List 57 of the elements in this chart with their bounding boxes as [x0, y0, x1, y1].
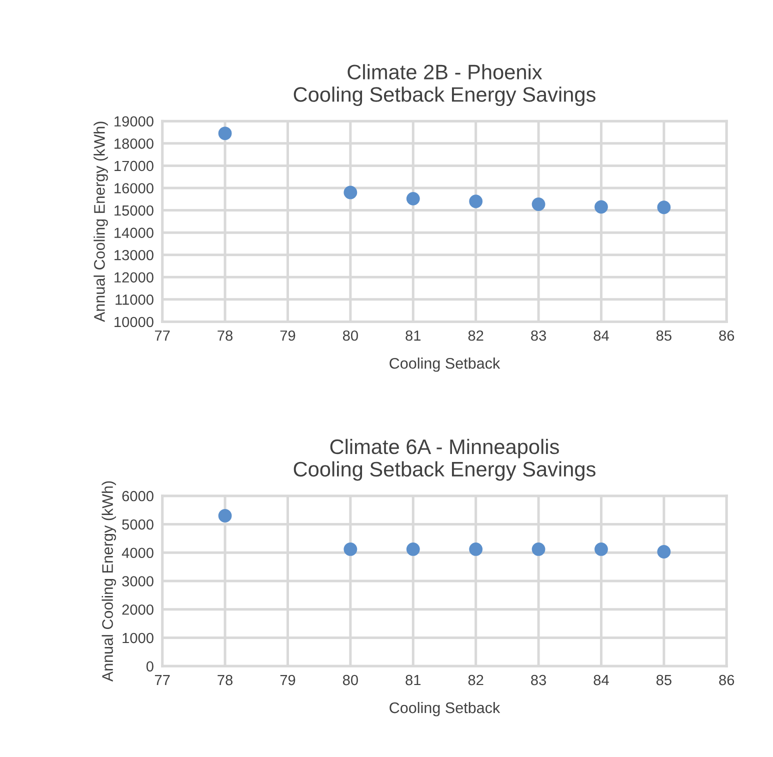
point [532, 542, 546, 556]
y-tick-label: 3000 [122, 576, 154, 586]
y-axis-title: Annual Cooling Energy (kWh) [102, 481, 116, 682]
x-tick-label: 81 [406, 674, 421, 686]
point [344, 542, 358, 556]
point [532, 198, 546, 211]
point [406, 542, 420, 556]
y-tick-label: 13000 [114, 250, 154, 260]
y-tick-label: 17000 [114, 160, 154, 172]
chart-title: Climate 2B - Phoenix Cooling Setback Energy Savings [294, 64, 596, 106]
y-tick-label: 6000 [122, 490, 154, 502]
x-tick-label: 78 [218, 674, 233, 686]
x-tick-label: 84 [594, 674, 609, 686]
y-tick-label: 0 [146, 661, 154, 672]
x-tick-label: 85 [656, 330, 672, 341]
point [657, 545, 671, 558]
x-tick-label: 85 [656, 674, 672, 686]
point [594, 542, 608, 556]
point [469, 542, 483, 556]
y-tick-label: 1000 [122, 632, 154, 644]
x-tick-label: 86 [719, 674, 734, 686]
x-tick-label: 83 [531, 330, 546, 341]
y-tick-label: 14000 [114, 228, 154, 238]
y-tick-label: 2000 [122, 604, 154, 615]
y-tick-label: 15000 [114, 205, 154, 216]
chart-title: Climate 6A - Minneapolis Cooling Setback Energy Savings [294, 438, 596, 481]
point [344, 186, 358, 200]
x-tick-label: 80 [342, 674, 358, 686]
x-axis-title: Cooling Setback [390, 358, 500, 372]
x-tick-label: 77 [154, 330, 170, 341]
point [469, 194, 483, 208]
y-tick-label: 4000 [122, 548, 154, 558]
x-tick-label: 79 [280, 330, 296, 341]
x-tick-label: 80 [342, 330, 358, 341]
x-tick-label: 82 [468, 330, 484, 341]
point [657, 200, 671, 214]
x-axis-title: Cooling Setback [390, 702, 500, 716]
y-tick-label: 11000 [116, 294, 154, 305]
x-tick-label: 78 [218, 330, 233, 341]
x-tick-label: 83 [531, 674, 546, 686]
y-tick-label: 18000 [114, 138, 154, 149]
x-tick-label: 84 [594, 330, 609, 341]
x-tick-label: 79 [280, 674, 296, 686]
point [594, 200, 608, 214]
point [218, 509, 232, 522]
point [218, 126, 232, 140]
y-tick-label: 12000 [114, 272, 154, 283]
x-tick-label: 86 [719, 330, 734, 341]
point [406, 192, 420, 206]
y-tick-label: 19000 [114, 116, 154, 127]
y-tick-label: 16000 [114, 183, 154, 194]
x-tick-label: 82 [468, 674, 484, 686]
x-tick-label: 81 [406, 330, 421, 341]
y-tick-label: 5000 [122, 519, 154, 530]
x-tick-label: 77 [154, 675, 170, 686]
y-axis-title: Annual Cooling Energy (kWh) [94, 122, 108, 322]
y-tick-label: 10000 [114, 316, 154, 328]
